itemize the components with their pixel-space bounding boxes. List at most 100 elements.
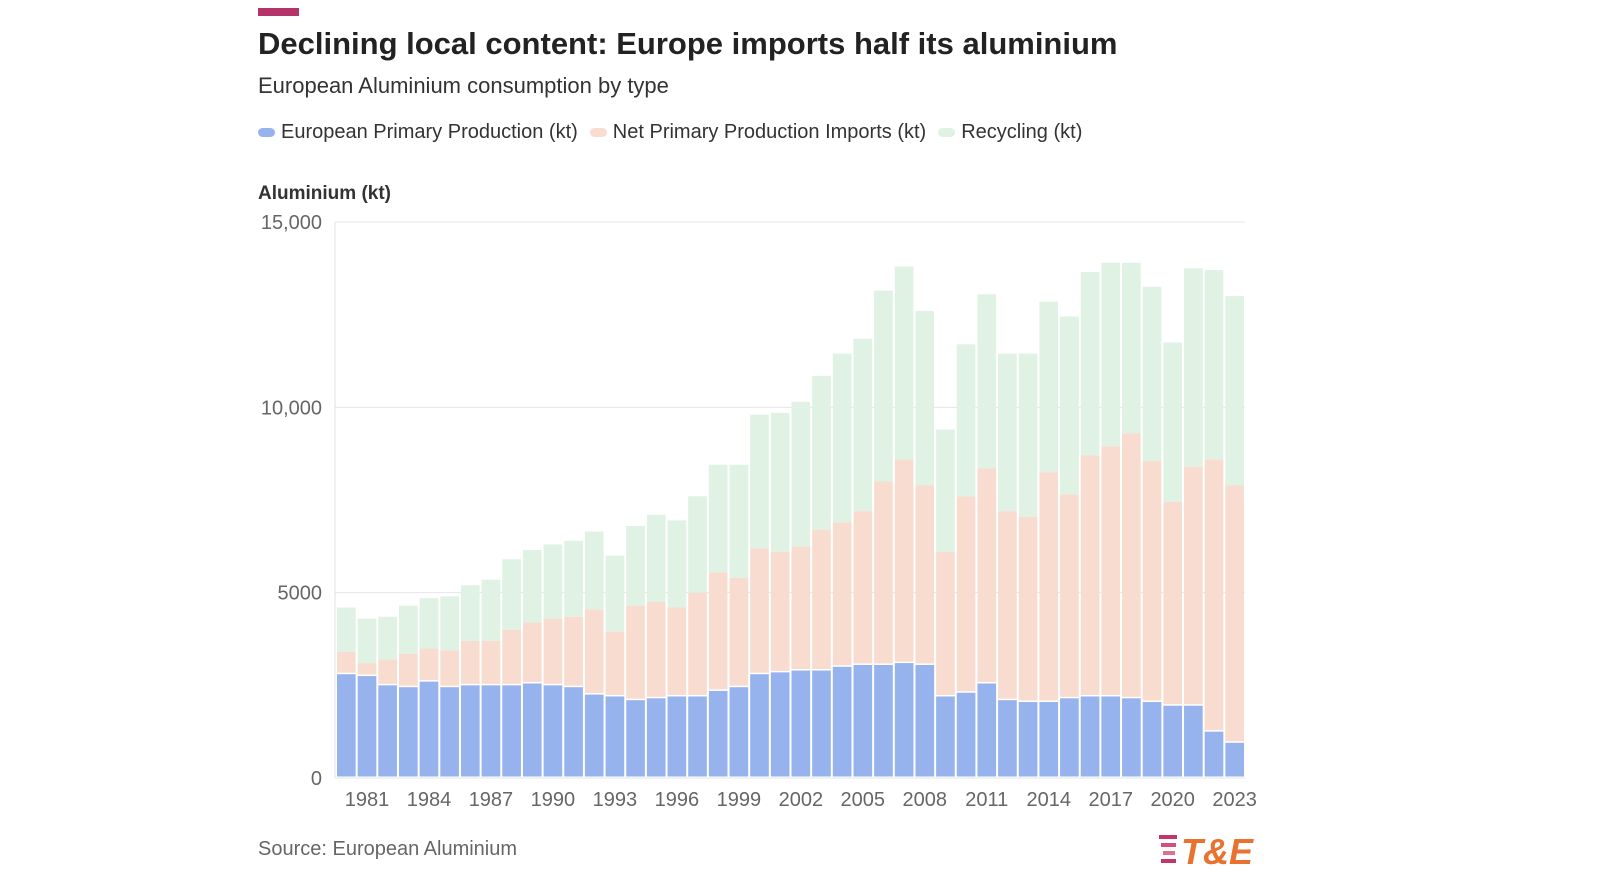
y-ticks: 0 5000 10,000 15,000 bbox=[261, 212, 322, 790]
bar-imports bbox=[812, 529, 831, 670]
bar-imports bbox=[1142, 461, 1162, 701]
bar-imports bbox=[894, 459, 914, 662]
bar-imports bbox=[1060, 494, 1079, 697]
bar-recycling bbox=[750, 414, 769, 549]
bar-primary bbox=[337, 674, 356, 777]
x-tick-label: 2011 bbox=[965, 789, 1008, 811]
y-tick-label: 10,000 bbox=[261, 397, 322, 419]
bar-primary bbox=[791, 670, 811, 777]
bar-primary bbox=[1080, 696, 1100, 777]
source-note: Source: European Aluminium bbox=[258, 838, 518, 860]
bar-imports bbox=[522, 622, 542, 682]
bar-imports bbox=[419, 648, 439, 681]
bar-imports bbox=[956, 496, 976, 692]
bar-primary bbox=[853, 664, 873, 777]
bar-recycling bbox=[357, 618, 377, 664]
bar-imports bbox=[1204, 459, 1224, 731]
bar-imports bbox=[708, 572, 728, 690]
x-tick-label: 2023 bbox=[1212, 789, 1257, 811]
x-tick-label: 1990 bbox=[531, 789, 576, 811]
bar-recycling bbox=[1204, 270, 1224, 460]
bar-imports bbox=[481, 640, 501, 684]
bar-imports bbox=[584, 609, 604, 694]
bar-imports bbox=[915, 485, 935, 664]
bar-recycling bbox=[688, 496, 707, 593]
bar-primary bbox=[894, 663, 914, 777]
legend-item-imports: Net Primary Production Imports (kt) bbox=[589, 121, 926, 144]
bar-primary bbox=[1142, 702, 1162, 777]
bar-imports bbox=[502, 629, 521, 684]
bar-primary bbox=[750, 674, 769, 777]
bar-recycling bbox=[543, 544, 563, 619]
bar-primary bbox=[481, 685, 501, 777]
chart-subtitle: European Aluminium consumption by type bbox=[258, 73, 669, 98]
bar-primary bbox=[1122, 698, 1141, 777]
bar-recycling bbox=[605, 555, 625, 632]
bar-recycling bbox=[667, 520, 687, 608]
bar-recycling bbox=[832, 353, 852, 523]
x-tick-label: 2020 bbox=[1150, 789, 1195, 811]
bar-recycling bbox=[708, 464, 728, 573]
bar-imports bbox=[977, 468, 997, 682]
title-accent-bar bbox=[258, 8, 299, 16]
bar-imports bbox=[378, 659, 397, 684]
bar-imports bbox=[1039, 472, 1059, 701]
bar-primary bbox=[398, 687, 418, 777]
bar-imports bbox=[998, 511, 1017, 699]
bar-primary bbox=[956, 692, 976, 777]
bar-imports bbox=[460, 640, 480, 684]
bar-imports bbox=[357, 663, 377, 675]
chart-title: Declining local content: Europe imports … bbox=[258, 26, 1118, 61]
bar-recycling bbox=[584, 531, 604, 610]
legend-label-primary: European Primary Production (kt) bbox=[281, 121, 578, 143]
bar-recycling bbox=[1060, 316, 1079, 495]
bar-primary bbox=[708, 690, 728, 777]
y-tick-label: 0 bbox=[311, 768, 322, 790]
logo-stripes-icon bbox=[1159, 835, 1177, 863]
bar-imports bbox=[936, 551, 955, 695]
bar-imports bbox=[646, 601, 666, 697]
bar-primary bbox=[832, 666, 852, 777]
bar-imports bbox=[398, 653, 418, 686]
x-tick-label: 1996 bbox=[655, 789, 700, 811]
bar-primary bbox=[667, 696, 687, 777]
bar-imports bbox=[750, 548, 769, 673]
x-tick-label: 2014 bbox=[1026, 789, 1071, 811]
bar-primary bbox=[522, 683, 542, 777]
x-tick-label: 2017 bbox=[1088, 789, 1133, 811]
bar-imports bbox=[688, 592, 707, 695]
bar-recycling bbox=[646, 514, 666, 602]
legend-label-recycling: Recycling (kt) bbox=[961, 121, 1083, 143]
bar-primary bbox=[564, 687, 583, 777]
bar-recycling bbox=[998, 353, 1017, 512]
bar-recycling bbox=[398, 605, 418, 654]
bar-imports bbox=[440, 650, 459, 686]
bar-imports bbox=[1163, 501, 1183, 705]
bar-recycling bbox=[853, 338, 873, 512]
bar-imports bbox=[667, 607, 687, 695]
bar-recycling bbox=[812, 375, 831, 530]
bar-primary bbox=[646, 698, 666, 777]
bar-imports bbox=[1018, 516, 1038, 701]
bar-primary bbox=[688, 696, 707, 777]
bar-primary bbox=[1225, 742, 1244, 777]
bar-recycling bbox=[729, 464, 749, 578]
bar-primary bbox=[378, 685, 397, 777]
bar-recycling bbox=[564, 540, 583, 617]
bars-group bbox=[337, 262, 1244, 777]
bar-primary bbox=[357, 676, 377, 777]
bar-recycling bbox=[874, 290, 893, 482]
bar-recycling bbox=[1080, 272, 1100, 456]
bar-recycling bbox=[481, 579, 501, 641]
bar-recycling bbox=[894, 266, 914, 460]
bar-recycling bbox=[1018, 353, 1038, 517]
bar-imports bbox=[1101, 446, 1121, 695]
x-tick-label: 2008 bbox=[903, 789, 948, 811]
bar-imports bbox=[605, 631, 625, 695]
bar-imports bbox=[1080, 455, 1100, 695]
x-tick-label: 2005 bbox=[841, 789, 886, 811]
bar-primary bbox=[977, 683, 997, 777]
bar-recycling bbox=[460, 585, 480, 641]
bar-imports bbox=[832, 522, 852, 666]
x-tick-label: 2002 bbox=[779, 789, 824, 811]
